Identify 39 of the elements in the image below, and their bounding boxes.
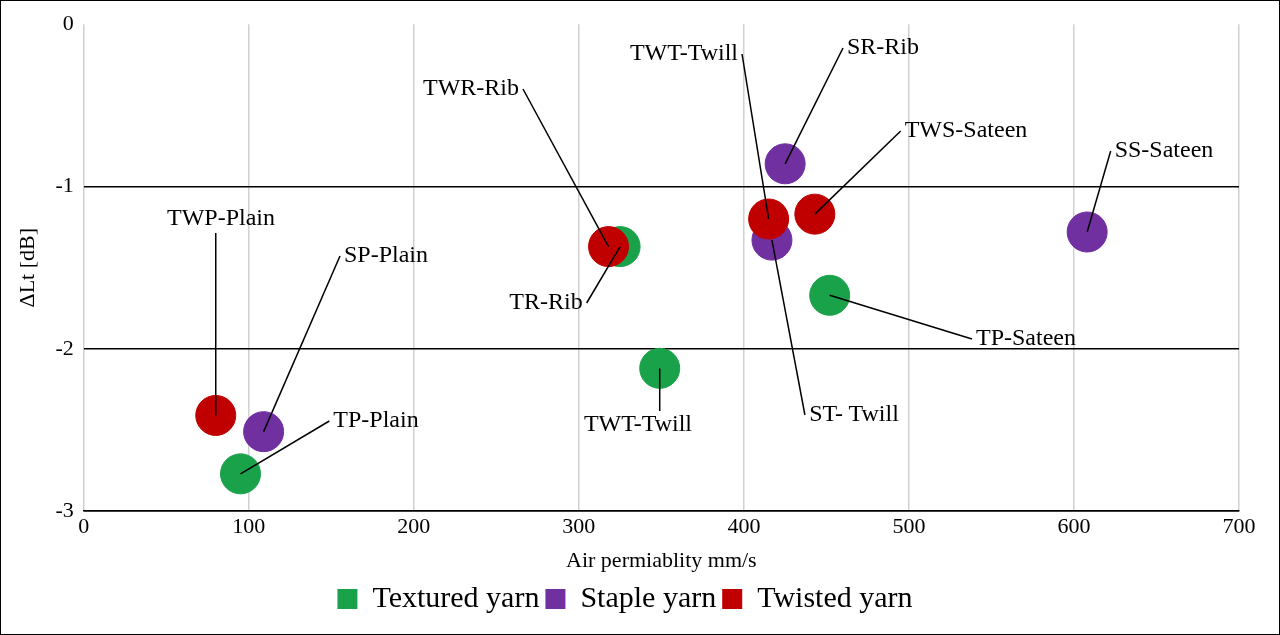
annotation: TWT-Twill (583, 410, 693, 437)
point (794, 193, 836, 235)
x-tick-label: 0 (78, 513, 90, 539)
x-tick-label: 300 (562, 513, 596, 539)
x-tick-label: 100 (232, 513, 266, 539)
annotation: SR-Rib (846, 33, 920, 60)
y-tick-label: -2 (55, 334, 74, 360)
point (588, 226, 630, 268)
y-tick-label: -1 (55, 172, 74, 198)
point (1066, 211, 1108, 253)
point (195, 394, 237, 436)
annotation: TP-Plain (333, 406, 419, 433)
annotation: SP-Plain (343, 241, 429, 268)
x-tick-label: 700 (1222, 513, 1256, 539)
point (639, 347, 681, 389)
x-axis-title: Air permiablity mm/s (566, 546, 757, 572)
legend-label: Twisted yarn (757, 579, 913, 613)
y-tick-label: 0 (62, 9, 74, 35)
annotation: TWR-Rib (423, 74, 519, 101)
annotation: TWP-Plain (167, 204, 275, 231)
annotation: ST- Twill (809, 400, 900, 427)
x-tick-label: 400 (727, 513, 761, 539)
point (220, 453, 262, 495)
legend-label: Textured yarn (372, 579, 540, 613)
x-tick-label: 200 (397, 513, 431, 539)
annotation: TWT-Twill (629, 39, 739, 66)
point (748, 198, 790, 240)
annotation: TWS-Sateen (904, 116, 1028, 143)
legend-label: Staple yarn (580, 579, 717, 613)
annotation: TR-Rib (509, 288, 583, 315)
annotation: TP-Sateen (976, 324, 1076, 351)
y-tick-label: -3 (55, 496, 74, 522)
annotation: SS-Sateen (1114, 136, 1214, 163)
point (243, 411, 285, 453)
point (764, 143, 806, 185)
y-axis-title: ΔLt [dB] (13, 227, 39, 308)
point (809, 274, 851, 316)
x-tick-label: 500 (892, 513, 926, 539)
x-tick-label: 600 (1057, 513, 1091, 539)
